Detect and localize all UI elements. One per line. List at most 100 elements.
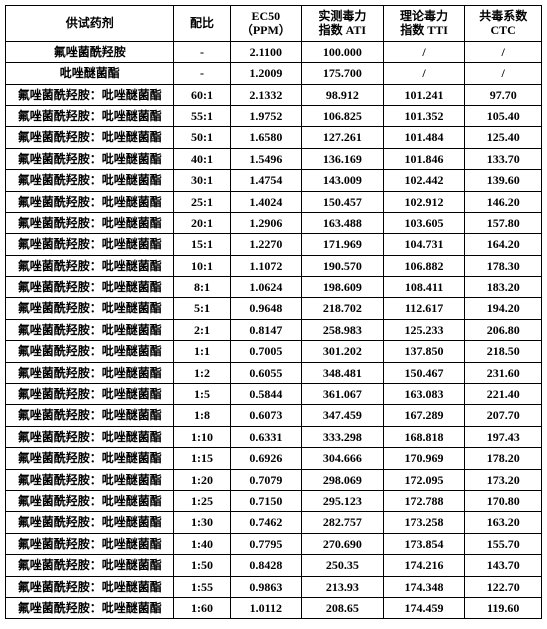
cell-ratio: 50:1 <box>174 127 230 148</box>
table-row: 氟唑菌酰羟胺：吡唑醚菌酯1:10.7005301.202137.850218.5… <box>6 341 542 362</box>
cell-ratio: 1:30 <box>174 512 230 533</box>
cell-ratio: 1:2 <box>174 362 230 383</box>
cell-tti: 101.846 <box>383 148 465 169</box>
cell-ec50: 1.4024 <box>230 191 301 212</box>
cell-ratio: 1:1 <box>174 341 230 362</box>
cell-ratio: - <box>174 63 230 84</box>
cell-ati: 100.000 <box>302 41 384 62</box>
table-row: 氟唑菌酰羟胺：吡唑醚菌酯1:601.0112208.65174.459119.6… <box>6 597 542 618</box>
cell-tti: / <box>383 63 465 84</box>
header-ec50: EC50（PPM） <box>230 6 301 42</box>
cell-ratio: 1:55 <box>174 576 230 597</box>
cell-name: 氟唑菌酰羟胺：吡唑醚菌酯 <box>6 512 174 533</box>
cell-ctc: 173.20 <box>465 469 542 490</box>
cell-ec50: 0.7795 <box>230 533 301 554</box>
cell-tti: 108.411 <box>383 277 465 298</box>
cell-ati: 333.298 <box>302 426 384 447</box>
cell-ec50: 0.7150 <box>230 490 301 511</box>
cell-ati: 298.069 <box>302 469 384 490</box>
cell-name: 氟唑菌酰羟胺：吡唑醚菌酯 <box>6 212 174 233</box>
cell-tti: 174.459 <box>383 597 465 618</box>
header-tti: 理论毒力指数 TTI <box>383 6 465 42</box>
cell-tti: 167.289 <box>383 405 465 426</box>
cell-tti: 125.233 <box>383 319 465 340</box>
cell-ati: 295.123 <box>302 490 384 511</box>
cell-ec50: 0.7005 <box>230 341 301 362</box>
cell-ctc: 105.40 <box>465 105 542 126</box>
table-row: 氟唑菌酰羟胺：吡唑醚菌酯25:11.4024150.457102.912146.… <box>6 191 542 212</box>
cell-ctc: / <box>465 41 542 62</box>
cell-ec50: 1.9752 <box>230 105 301 126</box>
cell-ati: 208.65 <box>302 597 384 618</box>
cell-ati: 213.93 <box>302 576 384 597</box>
cell-tti: 104.731 <box>383 234 465 255</box>
cell-name: 氟唑菌酰羟胺：吡唑醚菌酯 <box>6 576 174 597</box>
cell-ctc: 146.20 <box>465 191 542 212</box>
cell-ratio: 1:20 <box>174 469 230 490</box>
table-row: 氟唑菌酰羟胺：吡唑醚菌酯1:20.6055348.481150.467231.6… <box>6 362 542 383</box>
cell-ratio: 60:1 <box>174 84 230 105</box>
cell-ctc: 170.80 <box>465 490 542 511</box>
cell-ctc: 155.70 <box>465 533 542 554</box>
cell-ratio: 5:1 <box>174 298 230 319</box>
cell-ratio: 8:1 <box>174 277 230 298</box>
cell-ec50: 1.2009 <box>230 63 301 84</box>
table-row: 氟唑菌酰羟胺：吡唑醚菌酯1:50.5844361.067163.083221.4… <box>6 384 542 405</box>
cell-tti: 150.467 <box>383 362 465 383</box>
cell-ctc: 197.43 <box>465 426 542 447</box>
table-row: 氟唑菌酰羟胺：吡唑醚菌酯1:100.6331333.298168.818197.… <box>6 426 542 447</box>
table-row: 氟唑菌酰羟胺：吡唑醚菌酯5:10.9648218.702112.617194.2… <box>6 298 542 319</box>
table-row: 氟唑菌酰羟胺：吡唑醚菌酯2:10.8147258.983125.233206.8… <box>6 319 542 340</box>
cell-name: 氟唑菌酰羟胺：吡唑醚菌酯 <box>6 298 174 319</box>
cell-ec50: 1.1072 <box>230 255 301 276</box>
header-ati: 实测毒力指数 ATI <box>302 6 384 42</box>
cell-ec50: 1.5496 <box>230 148 301 169</box>
cell-ctc: 164.20 <box>465 234 542 255</box>
cell-ec50: 0.7462 <box>230 512 301 533</box>
cell-name: 氟唑菌酰羟胺：吡唑醚菌酯 <box>6 127 174 148</box>
cell-ctc: 231.60 <box>465 362 542 383</box>
cell-ratio: 1:15 <box>174 448 230 469</box>
cell-ratio: 40:1 <box>174 148 230 169</box>
table-row: 氟唑菌酰羟胺：吡唑醚菌酯1:200.7079298.069172.095173.… <box>6 469 542 490</box>
cell-name: 氟唑菌酰羟胺：吡唑醚菌酯 <box>6 469 174 490</box>
cell-tti: 173.854 <box>383 533 465 554</box>
header-ctc: 共毒系数CTC <box>465 6 542 42</box>
cell-ctc: 178.30 <box>465 255 542 276</box>
table-row: 氟唑菌酰羟胺：吡唑醚菌酯55:11.9752106.825101.352105.… <box>6 105 542 126</box>
cell-name: 氟唑菌酰羟胺：吡唑醚菌酯 <box>6 448 174 469</box>
cell-ec50: 0.6055 <box>230 362 301 383</box>
cell-ati: 282.757 <box>302 512 384 533</box>
cell-ati: 198.609 <box>302 277 384 298</box>
cell-ctc: 122.70 <box>465 576 542 597</box>
cell-ctc: 97.70 <box>465 84 542 105</box>
cell-ati: 258.983 <box>302 319 384 340</box>
cell-tti: 168.818 <box>383 426 465 447</box>
cell-ratio: 20:1 <box>174 212 230 233</box>
cell-tti: 137.850 <box>383 341 465 362</box>
table-header-row: 供试药剂 配比 EC50（PPM） 实测毒力指数 ATI 理论毒力指数 TTI … <box>6 6 542 42</box>
cell-ctc: / <box>465 63 542 84</box>
cell-name: 吡唑醚菌酯 <box>6 63 174 84</box>
cell-ctc: 221.40 <box>465 384 542 405</box>
cell-ratio: 1:50 <box>174 555 230 576</box>
cell-name: 氟唑菌酰羟胺：吡唑醚菌酯 <box>6 170 174 191</box>
cell-name: 氟唑菌酰羟胺：吡唑醚菌酯 <box>6 490 174 511</box>
cell-tti: 163.083 <box>383 384 465 405</box>
cell-ati: 250.35 <box>302 555 384 576</box>
cell-name: 氟唑菌酰羟胺：吡唑醚菌酯 <box>6 405 174 426</box>
cell-ec50: 0.6926 <box>230 448 301 469</box>
cell-name: 氟唑菌酰羟胺：吡唑醚菌酯 <box>6 533 174 554</box>
cell-ratio: 55:1 <box>174 105 230 126</box>
cell-ratio: 1:10 <box>174 426 230 447</box>
cell-ctc: 133.70 <box>465 148 542 169</box>
cell-ctc: 143.70 <box>465 555 542 576</box>
cell-tti: 101.352 <box>383 105 465 126</box>
cell-ratio: 1:40 <box>174 533 230 554</box>
cell-ctc: 218.50 <box>465 341 542 362</box>
table-row: 氟唑菌酰羟胺：吡唑醚菌酯15:11.2270171.969104.731164.… <box>6 234 542 255</box>
cell-tti: 172.788 <box>383 490 465 511</box>
cell-ati: 190.570 <box>302 255 384 276</box>
cell-tti: 102.912 <box>383 191 465 212</box>
table-row: 氟唑菌酰羟胺：吡唑醚菌酯1:400.7795270.690173.854155.… <box>6 533 542 554</box>
